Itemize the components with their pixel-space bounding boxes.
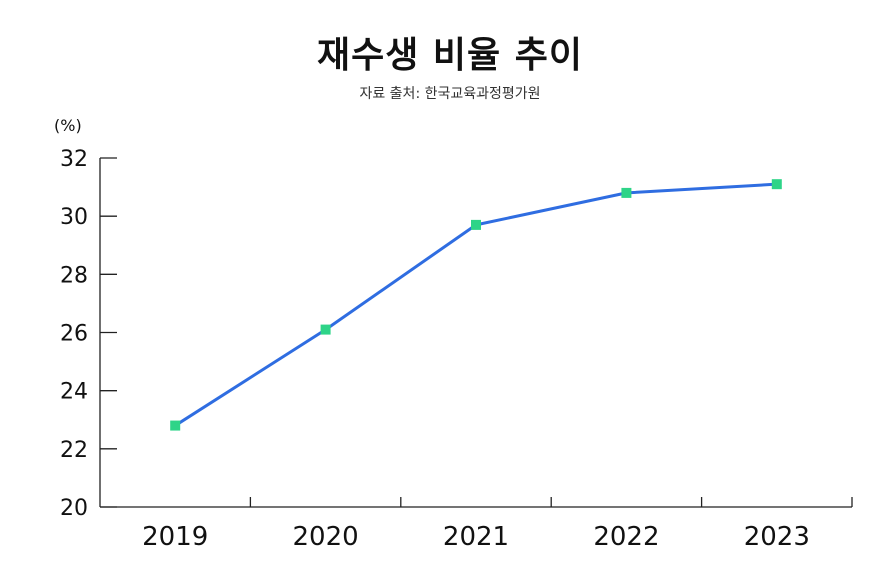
data-markers	[170, 179, 782, 431]
x-axis-ticks: 2019 2020 2021 2022 2023	[142, 497, 853, 552]
x-tick-label: 2022	[593, 522, 659, 552]
chart-title: 재수생 비율 추이	[317, 35, 583, 76]
chart-subtitle: 자료 출처: 한국교육과정평가원	[359, 86, 541, 102]
data-point-marker	[471, 219, 481, 230]
y-tick-label: 32	[60, 147, 88, 172]
y-tick-label: 28	[60, 263, 88, 288]
data-point-marker	[621, 187, 632, 198]
y-axis-unit-label: (%)	[54, 116, 82, 135]
data-point-marker	[320, 324, 331, 335]
x-tick-label: 2021	[443, 522, 509, 552]
y-tick-label: 26	[60, 322, 88, 347]
x-tick-label: 2019	[142, 522, 208, 552]
y-tick-label: 24	[60, 380, 88, 405]
x-tick-label: 2020	[293, 522, 359, 552]
chart-axes	[99, 158, 852, 508]
y-tick-label: 22	[60, 438, 88, 463]
y-tick-label: 20	[60, 496, 88, 521]
data-point-marker	[771, 179, 782, 190]
y-axis-ticks: 20 22 24 26 28 30 32	[60, 147, 117, 521]
data-point-marker	[170, 420, 181, 431]
x-tick-label: 2023	[744, 522, 810, 552]
y-tick-label: 30	[60, 205, 88, 230]
